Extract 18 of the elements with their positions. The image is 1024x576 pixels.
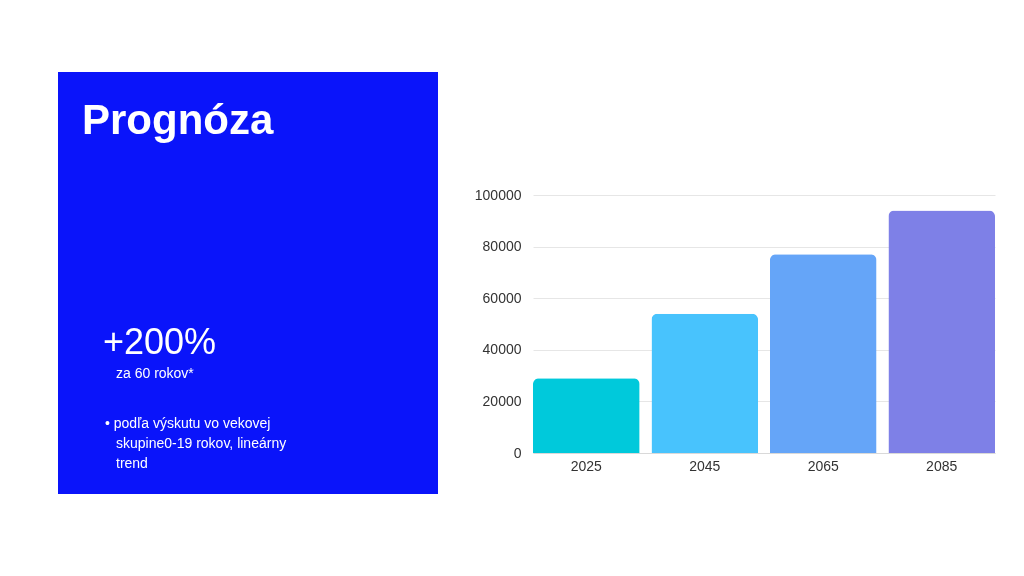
y-tick-label: 80000	[482, 238, 522, 255]
y-tick-label: 100000	[474, 186, 522, 203]
x-tick-label: 2085	[926, 457, 958, 474]
bar	[533, 378, 640, 453]
y-tick-label: 60000	[482, 289, 522, 306]
y-tick-label: 20000	[482, 392, 522, 409]
bar	[888, 210, 995, 453]
x-tick-label: 2025	[570, 457, 603, 474]
x-tick-label: 2065	[807, 457, 840, 474]
y-tick-label: 40000	[482, 341, 522, 358]
x-tick-label: 2045	[689, 457, 721, 474]
bar	[769, 254, 877, 453]
bar	[651, 313, 759, 453]
y-tick-label: 0	[513, 444, 522, 461]
text: • podľa výskutu vo vekovej skupine0-19 rokov, lineárny trend	[105, 415, 287, 471]
text: +200%	[103, 321, 217, 362]
text: za 60 rokov*	[116, 365, 195, 381]
text: Prognóza	[82, 96, 274, 143]
